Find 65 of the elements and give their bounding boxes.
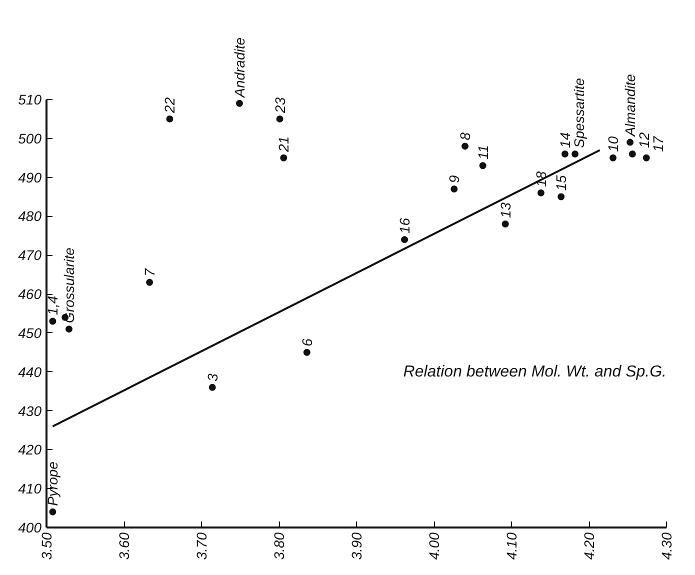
point — [572, 150, 579, 158]
point — [276, 115, 284, 122]
y-tick-label: 490 — [18, 169, 42, 186]
point — [49, 318, 56, 325]
annotation: 8 — [457, 132, 473, 140]
point — [628, 150, 636, 158]
text: Relation between Mol. Wt. and Sp.G. — [403, 363, 667, 380]
annotation: Andradite — [231, 37, 248, 98]
point — [537, 189, 544, 196]
point — [166, 115, 174, 122]
annotation: 15 — [553, 174, 570, 191]
x-tick-label: 4.00 — [426, 532, 442, 560]
annotation: 1,4 — [44, 296, 61, 316]
annotation: 7 — [142, 267, 158, 276]
x-tick-label: 3.70 — [194, 532, 210, 560]
y-tick-label: 440 — [18, 364, 42, 380]
x-tick-label: 4.10 — [504, 532, 520, 560]
point — [303, 348, 310, 356]
annotation: 12 — [636, 132, 652, 148]
annotation: 13 — [497, 202, 514, 218]
point — [558, 193, 565, 200]
x-tick-label: 4.20 — [581, 532, 597, 560]
annotation: 9 — [446, 174, 462, 183]
annotation: 3 — [204, 373, 220, 382]
annotation: 14 — [556, 132, 573, 148]
point — [642, 154, 650, 162]
annotation: Almandite — [622, 74, 638, 138]
point — [65, 326, 72, 333]
x-tick-label: 4.30 — [658, 532, 674, 560]
annotation: 21 — [276, 136, 292, 153]
annotation: 23 — [272, 97, 288, 114]
y-tick-label: 480 — [18, 208, 42, 224]
point — [236, 100, 243, 107]
point — [450, 185, 458, 192]
x-tick-label: 3.80 — [271, 532, 287, 560]
annotation: Spessartite — [570, 78, 587, 148]
y-tick-label: 450 — [18, 324, 42, 341]
y-tick-label: 430 — [18, 402, 42, 419]
y-tick-label: 460 — [18, 286, 42, 302]
annotation: 10 — [605, 136, 622, 152]
annotation: 17 — [650, 135, 666, 152]
annotation: Pyrope — [44, 461, 61, 506]
point — [401, 236, 408, 244]
y-tick-label: 420 — [18, 442, 42, 458]
annotation: Grossularite — [60, 247, 77, 324]
point — [49, 508, 56, 516]
x-tick-label: 3.60 — [116, 532, 132, 560]
point — [610, 154, 617, 162]
y-tick-label: 500 — [18, 130, 42, 146]
annotation: 11 — [474, 145, 491, 160]
point — [502, 220, 509, 228]
y-tick-label: 410 — [18, 480, 42, 497]
point — [561, 150, 568, 158]
point — [462, 142, 468, 150]
y-tick-label: 470 — [18, 247, 42, 264]
point — [208, 384, 216, 391]
annotation: 22 — [162, 97, 178, 114]
point — [626, 138, 634, 146]
point — [280, 154, 288, 162]
point — [479, 162, 486, 170]
y-tick-label: 510 — [18, 92, 42, 108]
x-tick-label: 3.90 — [348, 532, 364, 560]
annotation: 6 — [298, 338, 315, 346]
point — [146, 278, 154, 286]
annotation: 16 — [396, 218, 413, 234]
